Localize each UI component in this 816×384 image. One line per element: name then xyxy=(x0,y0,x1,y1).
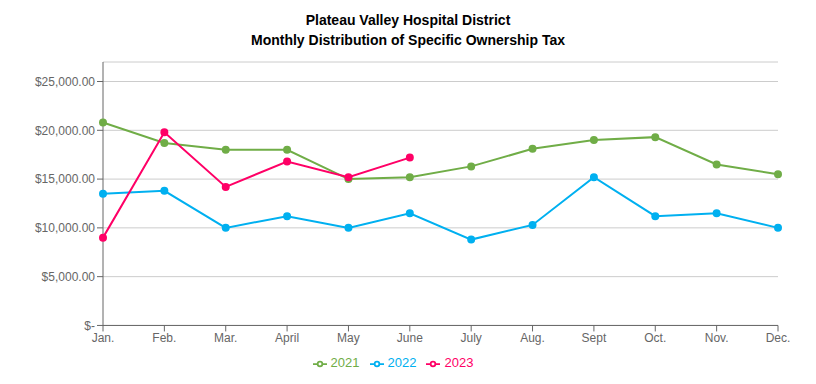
svg-text:$25,000.00: $25,000.00 xyxy=(35,75,95,89)
svg-text:April: April xyxy=(275,331,299,345)
svg-text:May: May xyxy=(337,331,360,345)
html-text:2022: 2022 xyxy=(387,355,417,371)
svg-text:Mar.: Mar. xyxy=(214,331,237,345)
svg-text:$-: $- xyxy=(84,319,95,333)
svg-text:$5,000.00: $5,000.00 xyxy=(42,270,96,284)
svg-text:Nov.: Nov. xyxy=(705,331,729,345)
svg-text:Feb.: Feb. xyxy=(152,331,176,345)
svg-text:$10,000.00: $10,000.00 xyxy=(35,221,95,235)
svg-text:July: July xyxy=(461,331,482,345)
html-text:Plateau Valley Hospital Distri: Plateau Valley Hospital District xyxy=(305,12,511,28)
svg-text:Jan.: Jan. xyxy=(92,331,115,345)
svg-text:Aug.: Aug. xyxy=(520,331,545,345)
svg-text:Sept: Sept xyxy=(582,331,607,345)
svg-text:June: June xyxy=(397,331,423,345)
svg-text:Oct.: Oct. xyxy=(644,331,666,345)
html-text:2021: 2021 xyxy=(330,355,360,371)
html-text:2023: 2023 xyxy=(444,355,474,371)
html-text:Monthly Distribution of Specif: Monthly Distribution of Specific Ownersh… xyxy=(251,32,565,48)
svg-text:Dec.: Dec. xyxy=(766,331,791,345)
svg-text:$15,000.00: $15,000.00 xyxy=(35,172,95,186)
svg-text:$20,000.00: $20,000.00 xyxy=(35,124,95,138)
